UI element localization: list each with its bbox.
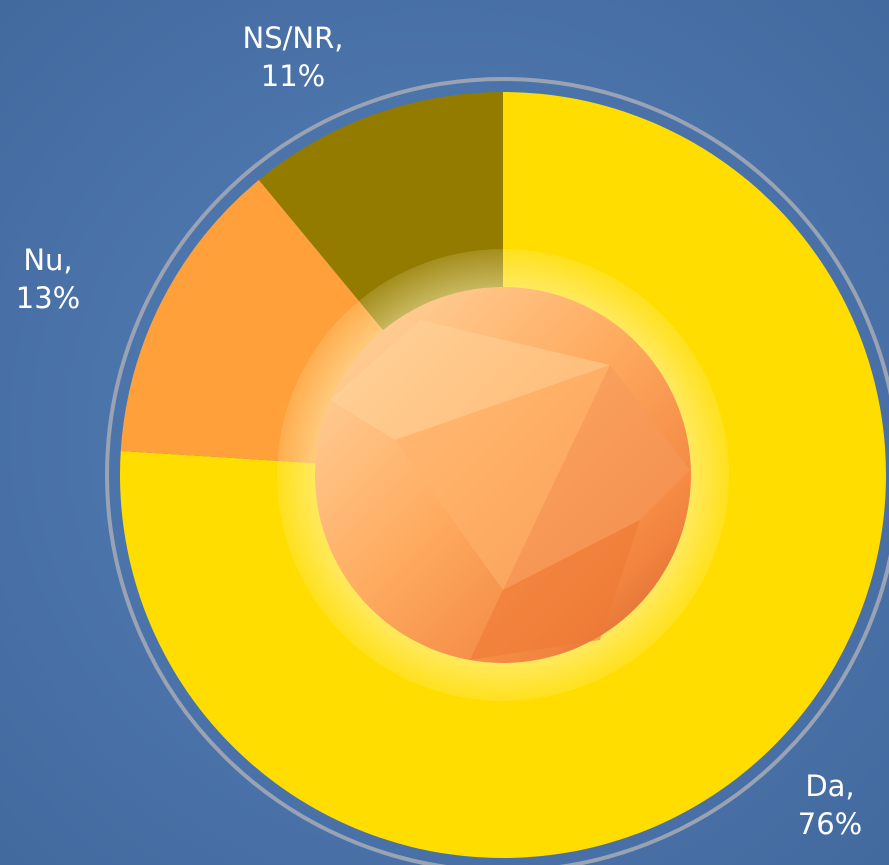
chart: Da, 76% Nu, 13% NS/NR, 11% (0, 0, 889, 865)
slice-value-label: 11% (261, 59, 325, 93)
slice-category-label: Da, (805, 769, 854, 803)
slice-category-label: Nu, (23, 243, 72, 277)
slice-category-label: NS/NR, (243, 21, 344, 55)
page: Da,76%Nu,13%NS/NR,11% (() => { const dat… (0, 0, 889, 865)
slice-value-label: 13% (16, 281, 80, 315)
slice-value-label: 76% (798, 807, 862, 841)
